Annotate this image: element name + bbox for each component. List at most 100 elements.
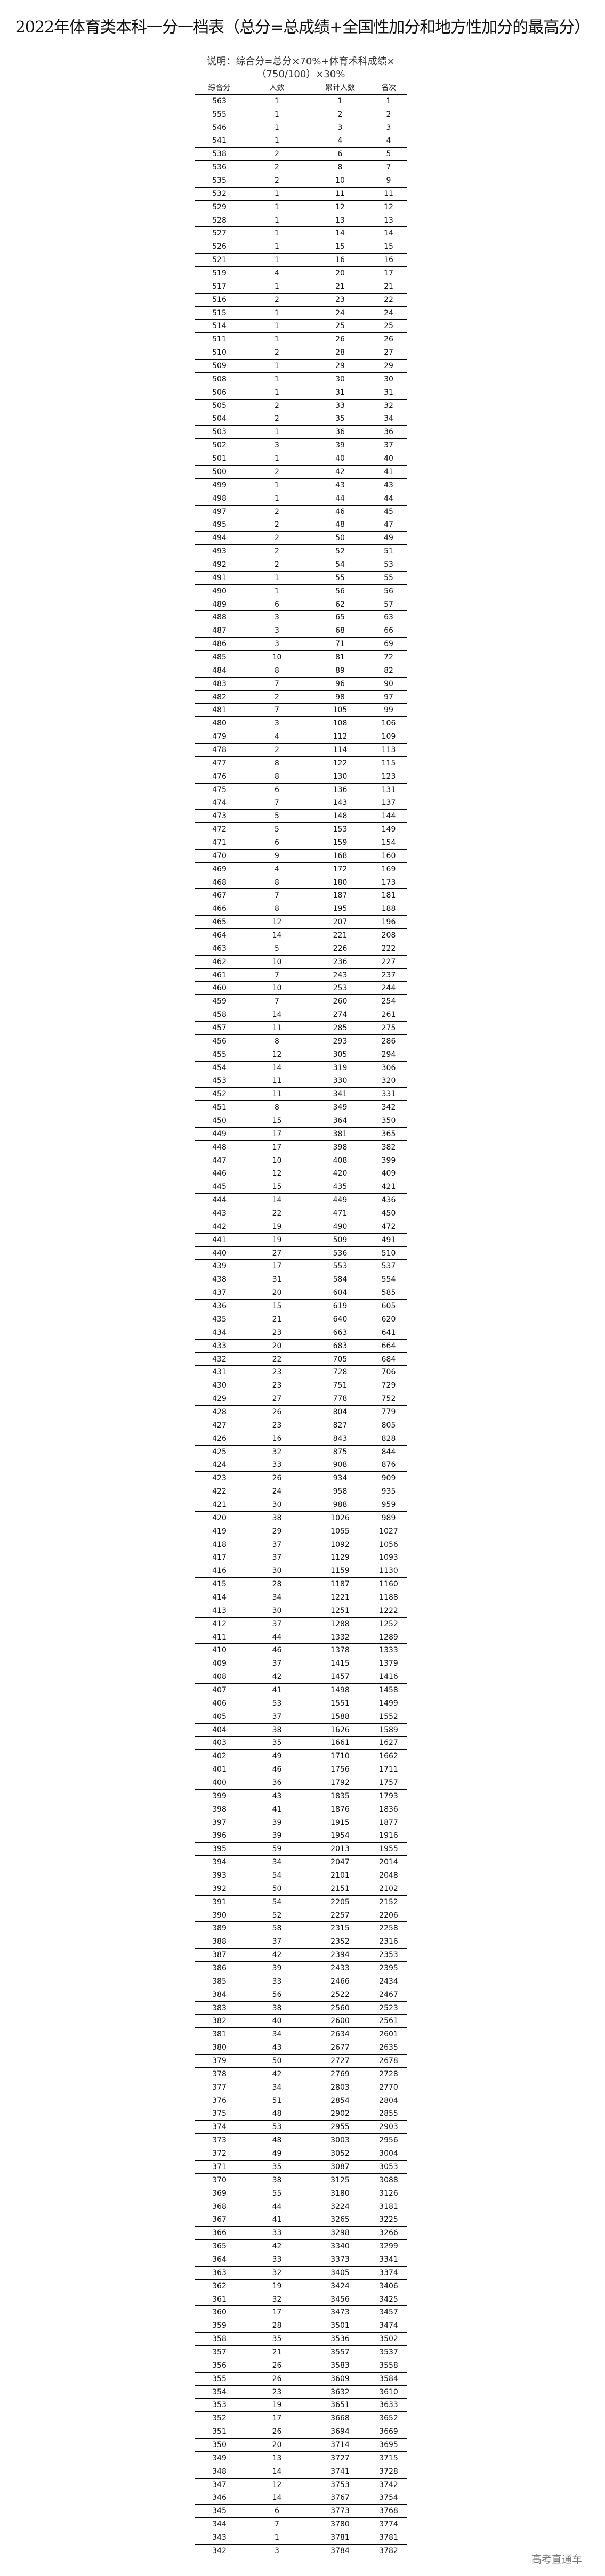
cell-count: 46 xyxy=(244,1644,310,1658)
cell-score: 392 xyxy=(195,1882,244,1896)
cell-count: 7 xyxy=(244,704,310,718)
cell-rank: 510 xyxy=(370,1247,407,1260)
cell-rank: 3715 xyxy=(370,2452,407,2465)
cell-count: 37 xyxy=(244,1710,310,1724)
cell-count: 28 xyxy=(244,1578,310,1591)
cell-score: 346 xyxy=(195,2491,244,2505)
cell-rank: 2434 xyxy=(370,1975,407,1988)
cell-score: 403 xyxy=(195,1737,244,1750)
cell-rank: 27 xyxy=(370,346,407,360)
cell-score: 401 xyxy=(195,1763,244,1776)
cell-cumulative: 195 xyxy=(310,902,370,916)
cell-cumulative: 2352 xyxy=(310,1935,370,1949)
cell-count: 1 xyxy=(244,360,310,373)
cell-rank: 382 xyxy=(370,1141,407,1154)
cell-cumulative: 11 xyxy=(310,187,370,201)
cell-rank: 123 xyxy=(370,770,407,784)
cell-rank: 1877 xyxy=(370,1816,407,1830)
cell-count: 1 xyxy=(244,134,310,148)
cell-count: 43 xyxy=(244,2041,310,2055)
cell-count: 1 xyxy=(244,426,310,439)
cell-count: 8 xyxy=(244,664,310,678)
cell-cumulative: 39 xyxy=(310,439,370,453)
cell-rank: 131 xyxy=(370,784,407,797)
cell-score: 431 xyxy=(195,1366,244,1380)
cell-cumulative: 3340 xyxy=(310,2240,370,2253)
cell-cumulative: 728 xyxy=(310,1366,370,1380)
cell-score: 371 xyxy=(195,2160,244,2174)
cell-cumulative: 3501 xyxy=(310,2319,370,2333)
cell-rank: 306 xyxy=(370,1062,407,1075)
cell-score: 452 xyxy=(195,1088,244,1102)
cell-rank: 275 xyxy=(370,1022,407,1035)
header-score: 综合分 xyxy=(195,81,244,95)
cell-rank: 144 xyxy=(370,810,407,824)
cell-count: 14 xyxy=(244,2491,310,2505)
cell-score: 415 xyxy=(195,1578,244,1591)
cell-rank: 844 xyxy=(370,1446,407,1459)
cell-rank: 254 xyxy=(370,995,407,1009)
cell-count: 5 xyxy=(244,810,310,824)
cell-count: 7 xyxy=(244,677,310,691)
cell-count: 39 xyxy=(244,1816,310,1830)
cell-cumulative: 2315 xyxy=(310,1922,370,1936)
cell-count: 3 xyxy=(244,624,310,638)
cell-cumulative: 1288 xyxy=(310,1617,370,1631)
cell-cumulative: 381 xyxy=(310,1127,370,1141)
cell-score: 488 xyxy=(195,611,244,625)
cell-count: 41 xyxy=(244,2213,310,2227)
cell-count: 4 xyxy=(244,730,310,744)
cell-score: 398 xyxy=(195,1803,244,1816)
cell-count: 19 xyxy=(244,1233,310,1247)
cell-score: 546 xyxy=(195,121,244,135)
cell-rank: 181 xyxy=(370,889,407,903)
cell-score: 360 xyxy=(195,2306,244,2320)
cell-cumulative: 10 xyxy=(310,174,370,188)
cell-cumulative: 3780 xyxy=(310,2518,370,2531)
cell-rank: 959 xyxy=(370,1498,407,1512)
cell-rank: 2467 xyxy=(370,1988,407,2002)
cell-cumulative: 130 xyxy=(310,770,370,784)
cell-score: 414 xyxy=(195,1591,244,1604)
cell-score: 463 xyxy=(195,942,244,956)
cell-rank: 13 xyxy=(370,214,407,227)
cell-cumulative: 319 xyxy=(310,1061,370,1075)
cell-rank: 450 xyxy=(370,1207,407,1220)
cell-score: 519 xyxy=(195,267,244,280)
cell-rank: 491 xyxy=(370,1234,407,1247)
cell-count: 1 xyxy=(244,280,310,294)
cell-rank: 286 xyxy=(370,1035,407,1048)
cell-rank: 1793 xyxy=(370,1790,407,1803)
cell-rank: 7 xyxy=(370,161,407,175)
cell-count: 12 xyxy=(244,1167,310,1181)
cell-cumulative: 536 xyxy=(310,1246,370,1260)
cell-cumulative: 640 xyxy=(310,1313,370,1326)
cell-cumulative: 1 xyxy=(310,94,370,108)
cell-cumulative: 751 xyxy=(310,1379,370,1393)
cell-score: 383 xyxy=(195,2001,244,2015)
cell-count: 35 xyxy=(244,2160,310,2174)
cell-cumulative: 2205 xyxy=(310,1895,370,1909)
cell-score: 370 xyxy=(195,2173,244,2187)
cell-score: 440 xyxy=(195,1246,244,1260)
cell-cumulative: 153 xyxy=(310,823,370,836)
cell-rank: 44 xyxy=(370,492,407,506)
cell-count: 40 xyxy=(244,2015,310,2028)
cell-cumulative: 1626 xyxy=(310,1723,370,1737)
cell-cumulative: 2727 xyxy=(310,2055,370,2068)
cell-rank: 537 xyxy=(370,1260,407,1274)
cell-count: 42 xyxy=(244,1670,310,1684)
cell-rank: 196 xyxy=(370,916,407,929)
cell-score: 413 xyxy=(195,1604,244,1618)
cell-cumulative: 3373 xyxy=(310,2253,370,2267)
cell-count: 17 xyxy=(244,1127,310,1141)
cell-count: 1 xyxy=(244,2531,310,2545)
cell-count: 34 xyxy=(244,2081,310,2094)
cell-cumulative: 398 xyxy=(310,1140,370,1154)
cell-rank: 2956 xyxy=(370,2134,407,2148)
cell-count: 10 xyxy=(244,955,310,969)
cell-rank: 51 xyxy=(370,545,407,558)
cell-rank: 779 xyxy=(370,1406,407,1419)
cell-rank: 3126 xyxy=(370,2187,407,2200)
cell-score: 380 xyxy=(195,2041,244,2055)
